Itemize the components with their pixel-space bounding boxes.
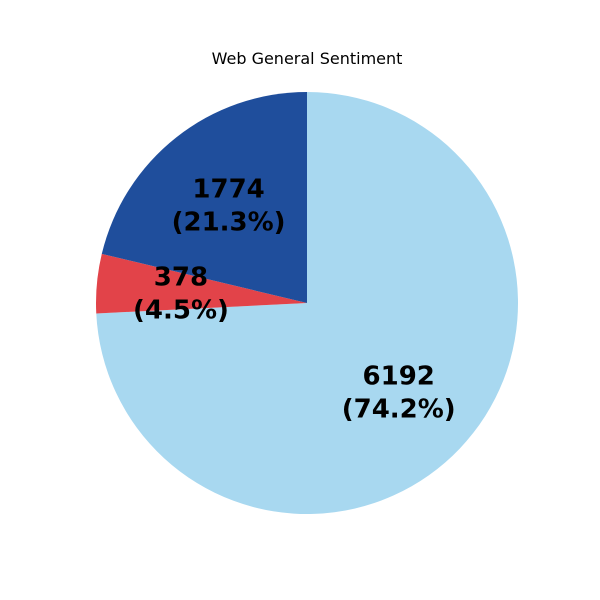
slice-value-label: 378 — [154, 262, 208, 292]
pie-slice — [96, 92, 519, 515]
pie-labels: 6192 (74.2%) 378 (4.5%) 1774 (21.3%) — [133, 175, 456, 425]
pie-slice — [96, 253, 308, 314]
slice-label: 6192 (74.2%) — [342, 361, 456, 424]
slice-percent-label: (4.5%) — [133, 295, 229, 325]
slice-percent-label: (21.3%) — [172, 208, 286, 238]
slice-label: 378 (4.5%) — [133, 262, 229, 325]
slice-value-label: 6192 — [363, 361, 435, 391]
slice-percent-label: (74.2%) — [342, 394, 456, 424]
pie-slice — [101, 92, 308, 303]
pie-slices — [96, 92, 519, 515]
slice-label: 1774 (21.3%) — [172, 175, 286, 238]
slice-value-label: 1774 — [192, 175, 264, 205]
chart-title: Web General Sentiment — [212, 49, 403, 68]
